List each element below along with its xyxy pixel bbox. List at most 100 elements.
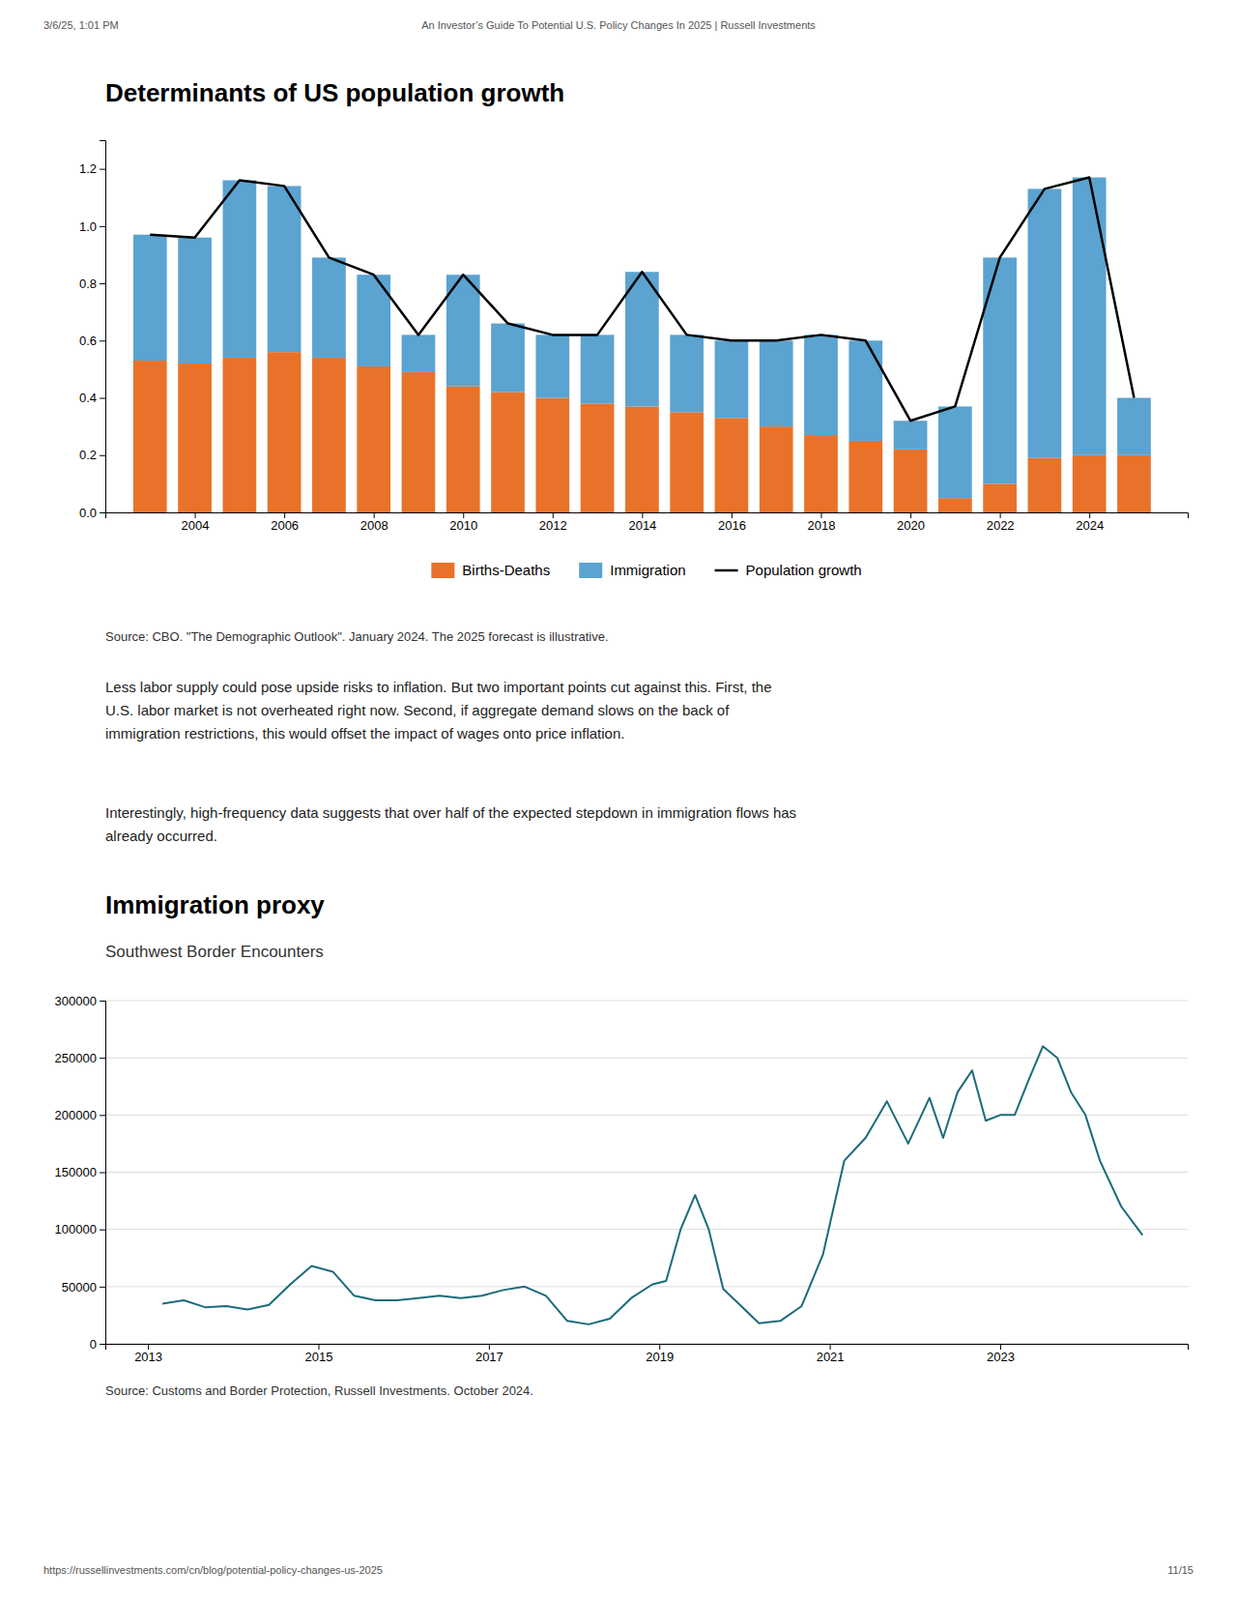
grid-line xyxy=(105,1171,1188,1173)
tick-mark xyxy=(820,512,822,518)
tick-mark xyxy=(317,1343,319,1350)
x-tick: 2023 xyxy=(986,1343,1015,1364)
paragraph: Interestingly, high‑frequency data sugge… xyxy=(105,804,797,844)
bar xyxy=(535,398,570,513)
page: 3/6/25, 1:01 PMAn Investor’s Guide To Po… xyxy=(0,0,1237,1600)
tick-label: 2017 xyxy=(475,1349,504,1364)
tick-mark xyxy=(99,283,106,285)
tick-label: 2022 xyxy=(986,517,1015,533)
tick-mark xyxy=(284,512,286,518)
bar xyxy=(177,237,212,364)
tick-mark xyxy=(99,398,106,400)
y-axis: 050000100000150000200000250000300000 xyxy=(55,993,107,1352)
grid-line xyxy=(105,1057,1188,1059)
tick-mark xyxy=(99,1000,106,1002)
paragraph-line: Interestingly, high‑frequency data sugge… xyxy=(105,804,797,821)
x-axis: 2004200620082010201220142016201820202022… xyxy=(106,512,1189,533)
page-canvas: 3/6/25, 1:01 PMAn Investor’s Guide To Po… xyxy=(0,0,1237,1600)
y-tick: 50000 xyxy=(61,1278,106,1294)
tick-label: 0.4 xyxy=(79,390,97,405)
chart-title: Determinants of US population growth xyxy=(105,78,565,108)
bar xyxy=(580,334,615,403)
tick-label: 2021 xyxy=(816,1349,845,1364)
tick-label: 2016 xyxy=(718,517,747,533)
x-tick: 2008 xyxy=(360,512,389,533)
y-tick: 0.0 xyxy=(79,505,106,520)
x-tick: 2016 xyxy=(718,512,747,533)
paragraph-line: Less labor supply could pose upside risk… xyxy=(105,678,773,695)
y-tick: 250000 xyxy=(55,1050,106,1065)
chart: Immigration proxy Southwest Border Encoun… xyxy=(55,890,1189,1398)
bar xyxy=(715,340,749,418)
tick-label: 2006 xyxy=(270,517,299,533)
y-tick: 0 xyxy=(89,1336,106,1352)
bar xyxy=(267,351,302,513)
tick-mark xyxy=(489,1343,490,1350)
axis-domain xyxy=(99,1001,107,1345)
tick-mark xyxy=(641,512,643,518)
bar-series xyxy=(133,177,1151,499)
tick-mark xyxy=(99,1057,106,1059)
bar xyxy=(982,257,1017,484)
bar xyxy=(625,405,660,513)
tick-label: 2023 xyxy=(986,1349,1015,1364)
tick-mark xyxy=(1089,512,1091,518)
bar xyxy=(715,417,749,513)
legend-item: Births-Deaths xyxy=(431,561,550,578)
x-tick: 2015 xyxy=(305,1343,334,1364)
tick-mark xyxy=(99,512,106,514)
tick-label: 150000 xyxy=(55,1164,97,1180)
grid-line xyxy=(105,1000,1188,1002)
chart-subtitle: Southwest Border Encounters xyxy=(105,942,324,961)
axis-domain xyxy=(106,1344,1189,1351)
x-tick: 2021 xyxy=(816,1343,845,1364)
bar xyxy=(356,274,391,367)
chart-title: Immigration proxy xyxy=(105,890,325,920)
tick-mark xyxy=(99,340,106,342)
bar xyxy=(982,483,1017,513)
tick-label: 2010 xyxy=(449,517,478,533)
tick-mark xyxy=(1000,1343,1002,1350)
source-note: Source: CBO. "The Demographic Outlook". … xyxy=(105,629,609,644)
tick-label: 0.8 xyxy=(79,276,97,291)
bar xyxy=(1117,398,1151,456)
y-tick: 1.2 xyxy=(79,161,106,176)
bar xyxy=(759,340,794,427)
bar xyxy=(1028,188,1063,458)
x-tick: 2012 xyxy=(539,512,568,533)
bar xyxy=(804,434,838,513)
tick-mark xyxy=(462,512,464,518)
legend-item: Immigration xyxy=(578,561,686,578)
tick-label: 0.6 xyxy=(79,333,97,348)
tick-mark xyxy=(99,226,106,228)
bar xyxy=(848,340,883,441)
paragraph-line: already occurred. xyxy=(105,827,218,844)
y-axis: 0.0 0.2 0.4 0.6 0.8 1.0 1.2 xyxy=(79,141,107,520)
x-tick: 2017 xyxy=(475,1343,504,1364)
tick-mark xyxy=(99,1114,106,1116)
tick-label: 0.0 xyxy=(79,505,97,520)
chart: Determinants of US population growth0.00… xyxy=(79,78,1189,644)
grid-line xyxy=(105,1114,1188,1116)
bar xyxy=(177,363,212,513)
y-tick: 1.0 xyxy=(79,219,106,234)
y-tick: 150000 xyxy=(55,1164,106,1180)
tick-mark xyxy=(99,455,106,457)
bar xyxy=(938,497,973,513)
tick-label: 2008 xyxy=(360,517,389,533)
y-tick: 300000 xyxy=(55,993,106,1008)
tick-label: 0.2 xyxy=(79,447,97,462)
y-tick: 200000 xyxy=(55,1107,106,1122)
bar xyxy=(312,357,346,513)
plot-marks xyxy=(133,177,1151,514)
paragraph-line: immigration restrictions, this would off… xyxy=(105,724,625,742)
header-left: 3/6/25, 1:01 PM xyxy=(43,19,119,31)
plot-marks xyxy=(162,1045,1143,1324)
bar xyxy=(402,334,436,373)
tick-mark xyxy=(99,1286,106,1288)
tick-label: 2014 xyxy=(628,517,657,533)
tick-mark xyxy=(659,1343,661,1350)
tick-label: 1.0 xyxy=(79,219,97,234)
x-axis: 201320152017201920212023 xyxy=(106,1343,1189,1364)
bar xyxy=(490,392,525,513)
